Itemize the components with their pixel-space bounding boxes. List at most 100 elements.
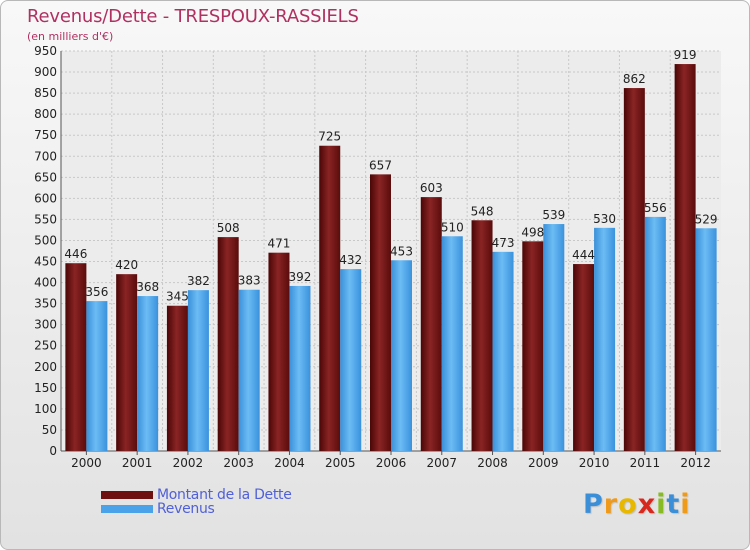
data-label-revenus: 356 — [85, 285, 108, 299]
legend-label-revenus: Revenus — [157, 501, 215, 517]
data-label-revenus: 556 — [644, 201, 667, 215]
bar-revenus — [391, 260, 412, 451]
data-label-dette: 862 — [623, 72, 646, 86]
y-tick-label: 250 — [34, 339, 57, 353]
data-label-dette: 725 — [318, 130, 341, 144]
data-label-revenus: 539 — [542, 208, 565, 222]
chart-subtitle: (en milliers d'€) — [27, 30, 114, 43]
logo-letter: i — [656, 489, 667, 520]
y-tick-label: 150 — [34, 381, 57, 395]
bar-dette — [522, 241, 544, 451]
y-tick-label: 750 — [34, 128, 57, 142]
bar-revenus — [137, 296, 159, 451]
data-label-dette: 603 — [420, 181, 443, 195]
bar-revenus — [492, 251, 514, 451]
bar-revenus — [289, 285, 311, 451]
data-label-dette: 508 — [217, 221, 240, 235]
x-tick-label: 2008 — [477, 456, 508, 470]
y-tick-label: 800 — [34, 107, 57, 121]
data-label-revenus: 529 — [695, 212, 718, 226]
y-tick-label: 500 — [34, 233, 57, 247]
data-label-revenus: 473 — [492, 236, 515, 250]
y-tick-label: 950 — [34, 44, 57, 58]
data-label-dette: 548 — [471, 204, 494, 218]
data-label-revenus: 432 — [339, 253, 362, 267]
data-label-dette: 446 — [64, 247, 87, 261]
data-label-revenus: 368 — [136, 280, 159, 294]
data-label-revenus: 382 — [187, 274, 210, 288]
y-tick-label: 200 — [34, 360, 57, 374]
x-tick-label: 2009 — [528, 456, 559, 470]
logo-letter: x — [637, 489, 657, 520]
x-tick-label: 2007 — [426, 456, 457, 470]
bar-revenus — [644, 216, 666, 451]
logo-letter: r — [603, 489, 619, 520]
legend-swatch-dette — [101, 491, 153, 499]
x-tick-label: 2010 — [579, 456, 610, 470]
bar-revenus — [340, 269, 362, 451]
x-tick-label: 2003 — [223, 456, 254, 470]
bar-revenus — [441, 236, 463, 451]
data-label-dette: 498 — [521, 225, 544, 239]
y-tick-label: 100 — [34, 402, 57, 416]
bar-dette — [319, 145, 341, 451]
x-tick-label: 2005 — [325, 456, 356, 470]
logo-letter: i — [680, 489, 691, 520]
y-tick-label: 900 — [34, 65, 57, 79]
data-label-dette: 657 — [369, 158, 392, 172]
x-tick-label: 2006 — [376, 456, 407, 470]
bar-dette — [65, 263, 87, 451]
data-label-dette: 919 — [674, 48, 697, 62]
y-tick-label: 850 — [34, 86, 57, 100]
bar-dette — [370, 174, 391, 452]
logo-letter: t — [666, 489, 681, 520]
bar-revenus — [86, 301, 108, 451]
data-label-revenus: 530 — [593, 212, 616, 226]
y-tick-label: 700 — [34, 149, 57, 163]
bar-dette — [573, 264, 595, 451]
bar-revenus — [695, 228, 717, 451]
bar-revenus — [238, 289, 260, 451]
bar-dette — [674, 64, 696, 452]
y-tick-label: 0 — [49, 444, 57, 458]
x-tick-label: 2004 — [274, 456, 305, 470]
data-label-revenus: 383 — [238, 274, 261, 288]
proxiti-logo: Proxiti — [583, 489, 691, 520]
logo-letter: P — [583, 489, 604, 520]
legend-label-dette: Montant de la Dette — [157, 487, 292, 503]
legend-swatch-revenus — [101, 505, 153, 513]
data-label-dette: 345 — [166, 290, 189, 304]
y-tick-label: 400 — [34, 276, 57, 290]
data-label-revenus: 453 — [390, 244, 413, 258]
bar-dette — [268, 252, 290, 451]
bar-revenus — [543, 224, 565, 451]
bar-dette — [420, 197, 442, 451]
data-label-revenus: 510 — [441, 220, 464, 234]
x-tick-label: 2011 — [630, 456, 661, 470]
y-tick-label: 350 — [34, 297, 57, 311]
x-tick-label: 2012 — [680, 456, 711, 470]
bar-dette — [116, 274, 138, 451]
y-tick-label: 50 — [42, 423, 57, 437]
bar-revenus — [187, 290, 209, 451]
x-tick-label: 2001 — [122, 456, 153, 470]
data-label-dette: 420 — [115, 258, 138, 272]
data-label-revenus: 392 — [289, 270, 312, 284]
data-label-dette: 444 — [572, 248, 595, 262]
y-tick-label: 600 — [34, 191, 57, 205]
logo-letter: o — [618, 489, 638, 520]
x-tick-label: 2002 — [173, 456, 204, 470]
bar-dette — [471, 220, 493, 451]
y-tick-label: 650 — [34, 170, 57, 184]
bar-dette — [166, 305, 188, 451]
chart-title: Revenus/Dette - TRESPOUX-RASSIELS — [27, 6, 359, 27]
bar-dette — [217, 237, 239, 451]
y-tick-label: 300 — [34, 318, 57, 332]
y-tick-label: 450 — [34, 255, 57, 269]
data-label-dette: 471 — [268, 237, 291, 251]
x-tick-label: 2000 — [71, 456, 102, 470]
bar-dette — [623, 88, 645, 451]
bar-revenus — [594, 227, 616, 451]
